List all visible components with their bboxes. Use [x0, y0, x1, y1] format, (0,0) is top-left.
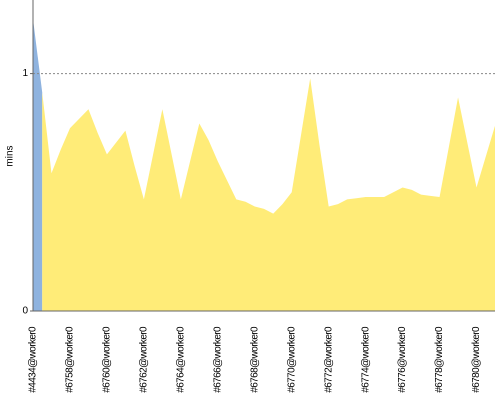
- x-tick-label: #6766@worker0: [212, 326, 223, 393]
- x-tick-label: #6780@worker0: [471, 326, 482, 393]
- x-tick-label: #6760@worker0: [102, 326, 113, 393]
- x-tick-label: #6764@worker0: [175, 326, 186, 393]
- x-tick-label: #6776@worker0: [397, 326, 408, 393]
- area: [33, 18, 43, 311]
- x-tick-label: #6762@worker0: [139, 326, 150, 393]
- area: [42, 78, 496, 312]
- y-axis-label: mins: [5, 145, 16, 166]
- x-tick-label: #6778@worker0: [434, 326, 445, 393]
- x-tick-label: #4434@worker0: [28, 326, 39, 393]
- y-tick-label: 1: [22, 68, 28, 79]
- x-tick-label: #6768@worker0: [249, 326, 260, 393]
- x-tick-label: #6772@worker0: [323, 326, 334, 393]
- y-tick-label: 0: [22, 306, 28, 317]
- x-tick-label: #6774@worker0: [360, 326, 371, 393]
- x-tick-label: #6758@worker0: [65, 326, 76, 393]
- x-tick-label: #6770@worker0: [286, 326, 297, 393]
